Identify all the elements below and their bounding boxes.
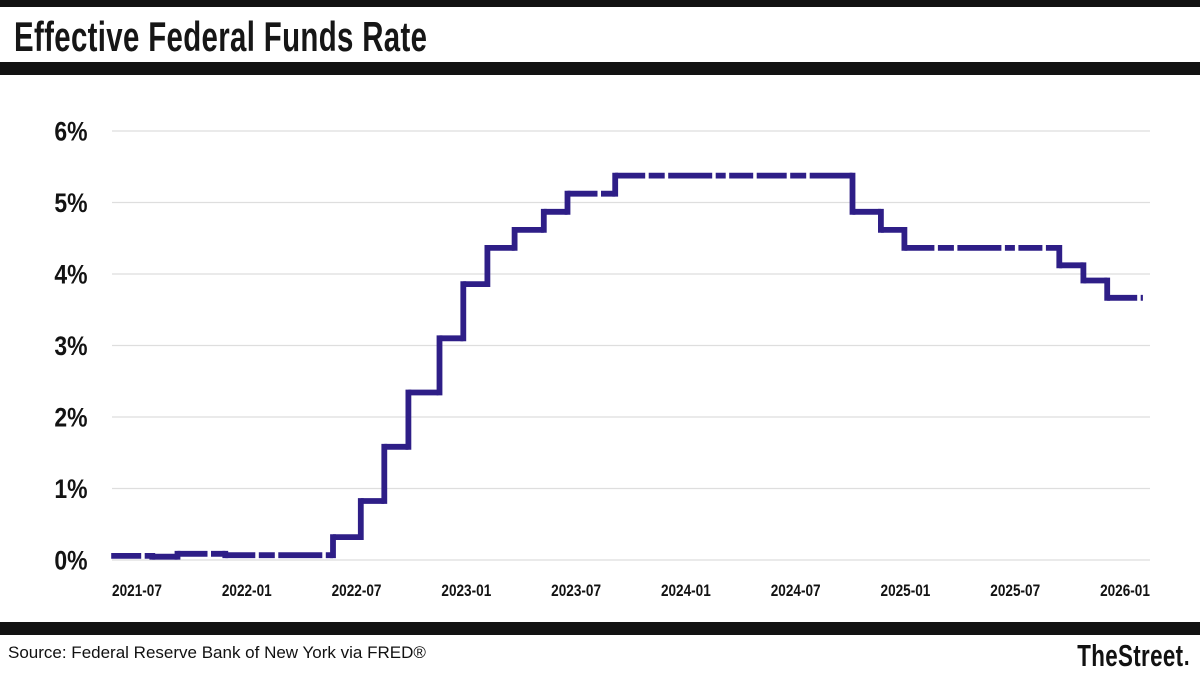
rate-step-line [111, 172, 1143, 560]
x-axis-tick-label: 2022-07 [332, 582, 382, 601]
footer-black-bar [0, 622, 1200, 635]
y-axis-tick-label: 4% [54, 260, 87, 290]
x-axis-tick-label: 2021-07 [112, 582, 162, 601]
thestreet-logo-text: TheStreet [1076, 638, 1183, 673]
y-axis-tick-label: 1% [54, 474, 87, 504]
top-black-bar [0, 0, 1200, 7]
x-axis-tick-label: 2023-01 [441, 582, 491, 601]
brand-dot [1185, 661, 1188, 665]
source-attribution: Source: Federal Reserve Bank of New York… [8, 643, 426, 662]
x-axis-tick-label: 2025-07 [990, 582, 1040, 601]
title-underline-bar [0, 62, 1200, 75]
rate-step-line-verticals [149, 172, 1111, 560]
y-axis-tick-label: 0% [54, 546, 87, 576]
y-axis-tick-label: 6% [54, 117, 87, 147]
y-axis-tick-label: 5% [54, 188, 87, 218]
thestreet-logo: TheStreet [1077, 638, 1188, 674]
y-axis-tick-label: 2% [54, 403, 87, 433]
fed-funds-rate-chart: 0% 1% 2% 3% 4% 5% 6% 2021-07 2022-01 2022-07 2023-… [54, 117, 1150, 601]
x-axis-tick-label: 2026-01 [1100, 582, 1150, 601]
x-axis-tick-label: 2024-01 [661, 582, 711, 601]
x-axis-tick-label: 2022-01 [222, 582, 272, 601]
page-title: Effective Federal Funds Rate [14, 13, 428, 60]
x-axis-tick-label: 2023-07 [551, 582, 601, 601]
x-axis-tick-label: 2025-01 [881, 582, 931, 601]
y-axis-tick-label: 3% [54, 331, 87, 361]
x-axis-tick-label: 2024-07 [771, 582, 821, 601]
